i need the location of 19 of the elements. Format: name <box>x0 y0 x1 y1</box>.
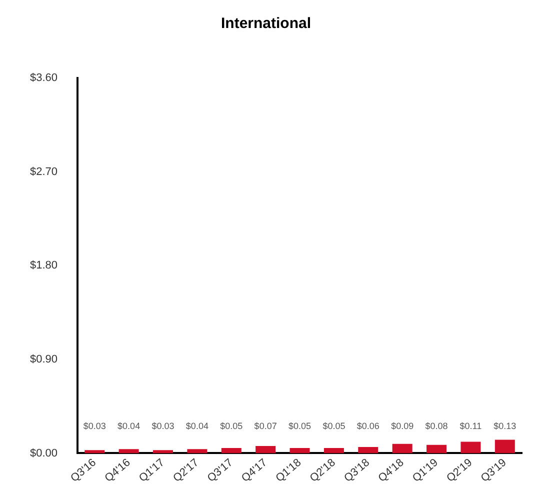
data-label: $0.03 <box>152 421 174 432</box>
y-tick-label: $0.00 <box>30 447 58 460</box>
data-label: $0.04 <box>186 421 208 432</box>
y-tick-label: $2.70 <box>30 166 58 178</box>
data-label: $0.05 <box>220 421 243 432</box>
data-label: $0.07 <box>254 421 277 432</box>
data-label: $0.03 <box>83 421 106 432</box>
y-tick-label: $0.90 <box>30 353 58 366</box>
data-label: $0.13 <box>494 421 516 432</box>
data-label: $0.05 <box>288 421 312 432</box>
data-label: $0.11 <box>460 421 482 432</box>
y-tick-label: $1.80 <box>30 260 58 272</box>
data-label: $0.09 <box>391 421 414 432</box>
data-label: $0.04 <box>118 421 140 432</box>
data-label: $0.08 <box>425 421 448 432</box>
y-tick-label: $3.60 <box>30 72 58 84</box>
data-label: $0.05 <box>322 421 346 432</box>
data-label: $0.06 <box>356 421 380 432</box>
chart-title: International <box>220 15 312 32</box>
